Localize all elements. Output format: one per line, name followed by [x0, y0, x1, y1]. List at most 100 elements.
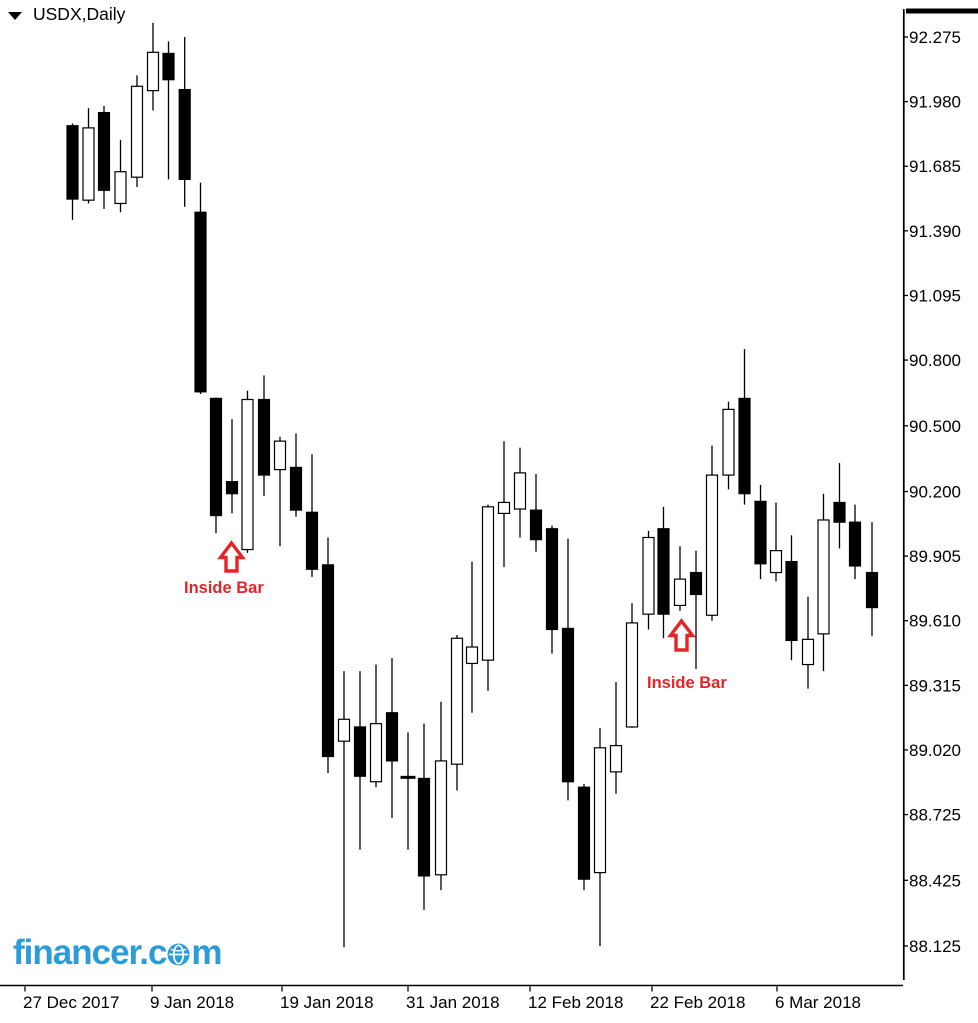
time-tick-label: 9 Jan 2018: [150, 993, 234, 1012]
candle-body: [705, 474, 719, 616]
candle-body: [289, 466, 303, 511]
candle-body: [337, 718, 351, 742]
candle: [577, 783, 591, 891]
candle-body: [97, 111, 111, 191]
inside-bar-annotation: Inside Bar: [184, 540, 264, 597]
candle: [289, 433, 303, 517]
candle-body: [833, 501, 846, 523]
candle: [450, 634, 464, 791]
candle-body: [450, 637, 464, 765]
time-tick-label: 22 Feb 2018: [650, 993, 745, 1012]
candle-body: [785, 560, 798, 642]
candle-body: [369, 723, 383, 783]
candle-body: [417, 777, 431, 877]
time-tick-label: 19 Jan 2018: [280, 993, 374, 1012]
candle-body: [561, 627, 575, 783]
candle: [400, 732, 416, 850]
price-tick-label: 89.020: [909, 741, 961, 760]
candle: [722, 401, 735, 490]
candle: [545, 525, 559, 654]
candle-body: [465, 646, 479, 665]
candle: [241, 390, 254, 553]
candle: [465, 561, 479, 713]
candle-body: [817, 519, 830, 635]
candle: [273, 436, 287, 547]
candle: [497, 441, 511, 568]
watermark-text-left: financer.c: [13, 933, 167, 972]
candle: [738, 349, 751, 505]
symbol-title-bar: USDX,Daily: [8, 4, 125, 25]
candle-body: [513, 472, 527, 510]
price-tick-label: 91.095: [909, 286, 961, 305]
candle-body: [178, 88, 191, 180]
candle: [369, 664, 383, 788]
candle: [642, 530, 655, 630]
candle-body: [689, 571, 703, 596]
candle-body: [529, 509, 543, 541]
candle-body: [162, 52, 175, 81]
candle: [848, 504, 862, 580]
candle: [178, 37, 191, 207]
candle-body: [146, 51, 160, 92]
dropdown-triangle-icon[interactable]: [8, 12, 22, 20]
candle-body: [257, 398, 271, 476]
price-tick-label: 88.425: [909, 871, 961, 890]
candle: [865, 522, 879, 637]
candle: [625, 603, 639, 729]
candle-body: [82, 127, 95, 201]
candle: [337, 671, 351, 948]
price-tick-label: 91.685: [909, 157, 961, 176]
price-tick-label: 90.200: [909, 483, 961, 502]
financer-watermark: financer.c m: [13, 933, 223, 973]
candle: [353, 671, 367, 850]
candle: [481, 504, 495, 691]
candle-body: [545, 528, 559, 631]
candle: [529, 473, 543, 552]
candle: [754, 484, 767, 580]
candle-body: [321, 564, 335, 758]
candle-body: [66, 125, 79, 200]
candle: [257, 375, 271, 496]
price-tick-label: 91.980: [909, 93, 961, 112]
candle: [146, 22, 160, 111]
candle-body: [385, 712, 399, 762]
candle-body: [848, 521, 862, 567]
candle-body: [593, 747, 607, 874]
candle-body: [642, 536, 655, 615]
time-tick-label: 6 Mar 2018: [775, 993, 861, 1012]
candle: [785, 535, 798, 661]
candle-body: [722, 408, 735, 476]
candle: [434, 701, 448, 891]
candle: [561, 538, 575, 801]
candle: [66, 123, 79, 220]
candle: [657, 506, 670, 639]
candle-inside-bar: [673, 546, 687, 611]
candle-body: [738, 397, 751, 495]
candle: [417, 723, 431, 910]
time-tick-label: 31 Jan 2018: [406, 993, 500, 1012]
inside-bar-label: Inside Bar: [647, 674, 727, 692]
watermark-text-right: m: [191, 933, 222, 972]
inside-bar-label: Inside Bar: [184, 579, 264, 597]
price-axis[interactable]: 92.275 91.980 91.685 91.390 91.095 90.800 90.5…: [902, 8, 978, 981]
price-tick-label: 89.905: [909, 547, 961, 566]
price-tick-label: 90.800: [909, 351, 961, 370]
candle: [194, 182, 207, 395]
time-axis[interactable]: 27 Dec 2017 9 Jan 2018 19 Jan 2018 31 Jan 2…: [0, 984, 903, 1013]
candle: [513, 447, 527, 538]
candle: [82, 108, 95, 204]
up-arrow-icon: [667, 618, 696, 652]
price-tick-label: 91.390: [909, 222, 961, 241]
price-tick-label: 88.725: [909, 806, 961, 825]
candle: [769, 502, 783, 582]
candle-body: [225, 481, 239, 495]
candle-body: [673, 578, 687, 606]
candle: [162, 41, 175, 180]
candle: [801, 596, 815, 689]
time-tick-label: 12 Feb 2018: [528, 993, 623, 1012]
candle: [609, 682, 623, 794]
candle: [705, 445, 719, 621]
price-tick-label: 90.500: [909, 417, 961, 436]
candle: [114, 139, 127, 213]
